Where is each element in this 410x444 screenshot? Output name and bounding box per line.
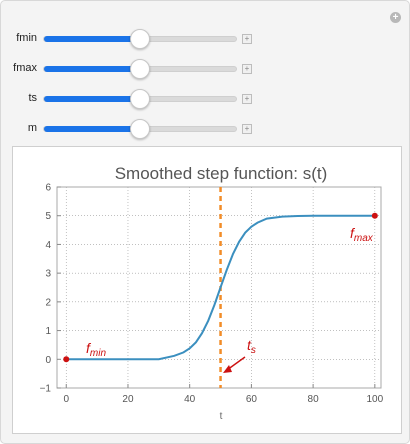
slider-fill	[44, 36, 140, 42]
expand-fmax-plus-icon[interactable]: +	[242, 64, 252, 74]
x-tick-label: 20	[122, 394, 134, 405]
x-tick-label: 60	[246, 394, 258, 405]
step-function-chart: Smoothed step function: s(t) 0 20 40 60 80 10…	[40, 164, 384, 422]
x-tick-label: 0	[63, 394, 69, 405]
y-tick-label: 3	[45, 269, 51, 280]
ts-arrowhead	[223, 365, 232, 373]
slider-row-fmin: fmin +	[1, 28, 409, 50]
slider-thumb-ts[interactable]	[130, 89, 150, 109]
x-axis-label: t	[220, 411, 223, 422]
y-tick-label: 1	[45, 326, 51, 337]
slider-label-fmax: fmax	[13, 62, 37, 74]
y-tick-label: 6	[45, 183, 51, 194]
slider-label-fmin: fmin	[16, 32, 37, 44]
y-tick-label: 2	[45, 297, 51, 308]
options-plus-icon[interactable]: +	[390, 12, 401, 23]
fmax-annotation: fmax	[350, 225, 374, 244]
slider-fmin[interactable]	[43, 29, 237, 49]
expand-m-plus-icon[interactable]: +	[242, 124, 252, 134]
x-tick-label: 80	[308, 394, 320, 405]
slider-thumb-fmin[interactable]	[130, 29, 150, 49]
ts-annotation: ts	[247, 337, 256, 356]
slider-row-ts: ts +	[1, 88, 409, 110]
slider-fill	[44, 66, 140, 72]
plot-frame: Smoothed step function: s(t) 0 20 40 60 80 10…	[12, 146, 402, 434]
fmax-point	[371, 212, 378, 219]
slider-thumb-m[interactable]	[130, 119, 150, 139]
slider-m[interactable]	[43, 119, 237, 139]
fmin-annotation: fmin	[86, 340, 106, 359]
y-tick-label: 4	[45, 240, 51, 251]
expand-ts-plus-icon[interactable]: +	[242, 94, 252, 104]
x-tick-label: 40	[184, 394, 196, 405]
plot-area	[56, 186, 382, 389]
slider-thumb-fmax[interactable]	[130, 59, 150, 79]
expand-fmin-plus-icon[interactable]: +	[242, 34, 252, 44]
chart-title: Smoothed step function: s(t)	[115, 164, 328, 183]
slider-row-m: m +	[1, 118, 409, 140]
slider-fmax[interactable]	[43, 59, 237, 79]
slider-label-ts: ts	[28, 92, 37, 104]
slider-row-fmax: fmax +	[1, 58, 409, 80]
y-tick-label: 0	[45, 355, 51, 366]
x-tick-label: 100	[366, 394, 383, 405]
slider-fill	[44, 96, 140, 102]
annotations: fmin fmax ts	[86, 225, 374, 373]
fmin-point	[63, 356, 70, 363]
axis-ticks: 0 20 40 60 80 100 −1 0 1 2 3 4 5 6	[40, 183, 384, 406]
y-tick-label: 5	[45, 211, 51, 222]
step-curve	[66, 214, 375, 361]
slider-ts[interactable]	[43, 89, 237, 109]
y-tick-label: −1	[40, 384, 52, 395]
slider-label-m: m	[27, 122, 37, 134]
slider-fill	[44, 126, 140, 132]
